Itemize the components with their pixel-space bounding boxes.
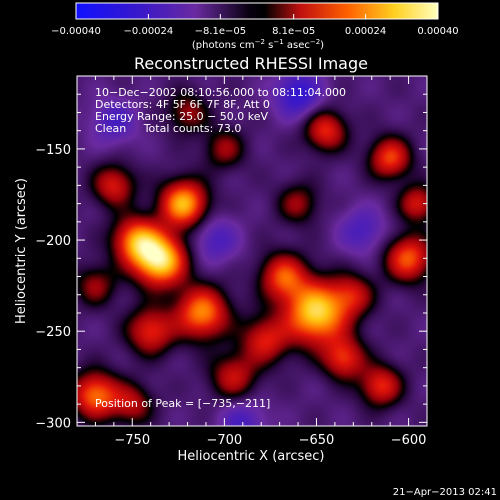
annotation-time: 10−Dec−2002 08:10:56.000 to 08:11:04.000 xyxy=(95,86,346,99)
heatmap-image xyxy=(77,76,427,426)
y-tick-label: −300 xyxy=(35,416,71,431)
colorbar-gradient xyxy=(75,2,439,20)
x-tick-label: −700 xyxy=(207,433,243,448)
colorbar-ticks: −0.00040 −0.00024 −8.1e−05 8.1e−05 0.00024 0.… xyxy=(51,14,459,37)
y-tick-label: −150 xyxy=(35,143,71,158)
annotation-detectors: Detectors: 4F 5F 6F 7F 8F, Att 0 xyxy=(95,98,270,111)
x-tick-label: −600 xyxy=(391,433,427,448)
x-tick-label: −650 xyxy=(299,433,335,448)
y-tick-label: −250 xyxy=(35,325,71,340)
colorbar: −0.00040 −0.00024 −8.1e−05 8.1e−05 0.00024 0.… xyxy=(51,2,459,51)
colorbar-tick-label: −0.00024 xyxy=(124,26,174,37)
peak-position-label: Position of Peak = [−735,−211] xyxy=(95,397,270,410)
annotation-block: 10−Dec−2002 08:10:56.000 to 08:11:04.000… xyxy=(95,86,346,135)
plot-frame xyxy=(76,75,428,427)
heatmap-container xyxy=(77,76,427,426)
colorbar-units: (photons cm−2 s−1 asec−2) xyxy=(192,38,324,51)
footer-timestamp: 21−Apr−2013 02:41 xyxy=(393,487,497,498)
colorbar-tick-label: 0.00040 xyxy=(417,26,458,37)
x-axis-title: Heliocentric X (arcsec) xyxy=(178,449,325,464)
x-axis-ticks: −750 −700 −650 −600 xyxy=(76,76,428,448)
colorbar-tick-label: 8.1e−05 xyxy=(272,26,315,37)
colorbar-tick-label: 0.00024 xyxy=(345,26,386,37)
annotation-clean: Clean Total counts: 73.0 xyxy=(95,122,241,135)
y-axis-ticks: −150 −200 −250 −300 xyxy=(35,75,427,431)
annotation-energy: Energy Range: 25.0 − 50.0 keV xyxy=(95,110,269,123)
x-tick-label: −750 xyxy=(114,433,150,448)
colorbar-tick-label: −0.00040 xyxy=(51,26,101,37)
y-axis-title: Heliocentric Y (arcsec) xyxy=(14,178,29,324)
chart-title: Reconstructed RHESSI Image xyxy=(134,54,368,73)
colorbar-tick-label: −8.1e−05 xyxy=(195,26,247,37)
y-tick-label: −200 xyxy=(35,234,71,249)
